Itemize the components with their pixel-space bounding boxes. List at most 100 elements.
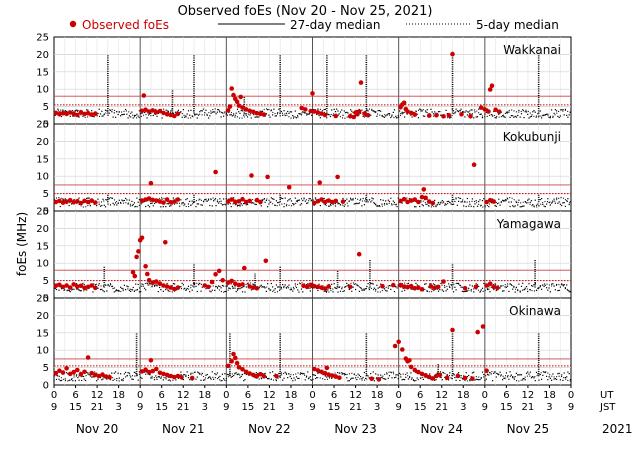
median-dot (410, 114, 412, 116)
median-dot (402, 112, 404, 114)
median-dot (115, 290, 117, 292)
median-dot (196, 376, 198, 378)
median-dot (562, 110, 564, 112)
observed-point (310, 91, 315, 96)
median-dot (361, 378, 363, 380)
median-dot (475, 378, 477, 380)
median-dot (69, 115, 71, 117)
median-dot (72, 288, 74, 290)
median-dot (67, 373, 69, 375)
median-dot (284, 284, 286, 286)
median-dot (416, 113, 418, 115)
median-dot (187, 110, 190, 112)
median-dot (122, 379, 124, 382)
median-dot (417, 117, 419, 119)
observed-point (164, 112, 170, 117)
median-dot (410, 372, 412, 374)
median-dot (481, 287, 484, 289)
median-dot (313, 374, 315, 376)
median-dot (382, 199, 384, 201)
median-dot (107, 114, 109, 116)
median-dot (225, 285, 227, 287)
median-dot (162, 206, 164, 208)
median-dot (346, 111, 348, 113)
observed-point (89, 198, 94, 203)
median-dot (515, 201, 517, 204)
median-dot (316, 113, 318, 115)
observed-point (430, 376, 436, 381)
median-dot (352, 199, 354, 201)
median-dot (167, 376, 169, 378)
median-dot (362, 376, 364, 379)
median-dot (246, 116, 249, 118)
median-dot (548, 116, 550, 118)
median-dot (234, 116, 236, 118)
median-dot (538, 115, 540, 117)
observed-point (172, 286, 177, 292)
observed-point (326, 372, 332, 377)
observed-point (419, 371, 425, 377)
observed-point (471, 162, 477, 167)
observed-point (444, 375, 450, 381)
median-dot (104, 284, 107, 286)
median-dot (204, 199, 206, 201)
median-dot (441, 289, 443, 291)
median-dot (117, 372, 119, 374)
median-dot (208, 198, 210, 200)
y-tick-label: 5 (43, 102, 49, 113)
observed-point (408, 198, 414, 203)
median-dot (422, 205, 424, 207)
median-dot (197, 284, 200, 286)
y-tick-label: 5 (43, 189, 49, 200)
median-dot (89, 375, 91, 377)
median-dot (439, 289, 441, 291)
median-dot (534, 111, 536, 113)
median-dot (127, 372, 129, 374)
observed-point (71, 111, 76, 116)
median-dot (140, 291, 142, 293)
median-dot (209, 115, 211, 117)
median-dot (230, 283, 232, 285)
median-dot (55, 288, 58, 291)
median-dot (454, 112, 456, 114)
median-dot (122, 113, 124, 116)
median-dot (391, 204, 393, 206)
median-dot (483, 373, 485, 376)
median-dot (326, 290, 328, 292)
median-dot (185, 375, 187, 378)
median-dot (274, 204, 276, 206)
median-dot (293, 116, 295, 118)
median-dot (155, 284, 157, 286)
y-tick-label: 10 (36, 85, 49, 96)
day-label: Nov 23 (334, 422, 377, 436)
median-dot (184, 203, 186, 205)
median-dot (220, 287, 222, 289)
median-dot (92, 376, 94, 378)
median-dot (385, 200, 387, 202)
median-dot (493, 110, 495, 113)
observed-point (247, 371, 252, 376)
median-dot (503, 200, 505, 202)
median-dot (63, 199, 65, 201)
median-dot (196, 117, 198, 119)
median-dot (294, 197, 296, 199)
median-dot (378, 286, 381, 288)
observed-point (240, 105, 245, 110)
median-dot (156, 284, 158, 286)
observed-point (136, 249, 141, 254)
median-dot (549, 117, 551, 119)
panels: 0510152025Wakkanai0510152025Kokubunji051… (36, 33, 572, 392)
observed-point (308, 282, 314, 288)
median-dot (96, 380, 98, 382)
median-dot (219, 375, 221, 377)
median-dot (356, 284, 358, 286)
median-dot (476, 284, 479, 286)
median-dot (254, 377, 256, 379)
median-dot (492, 198, 494, 200)
observed-point (468, 114, 473, 119)
median-dot (476, 205, 479, 207)
median-dot (434, 199, 436, 201)
median-dot (458, 282, 460, 285)
median-dot (341, 109, 343, 111)
